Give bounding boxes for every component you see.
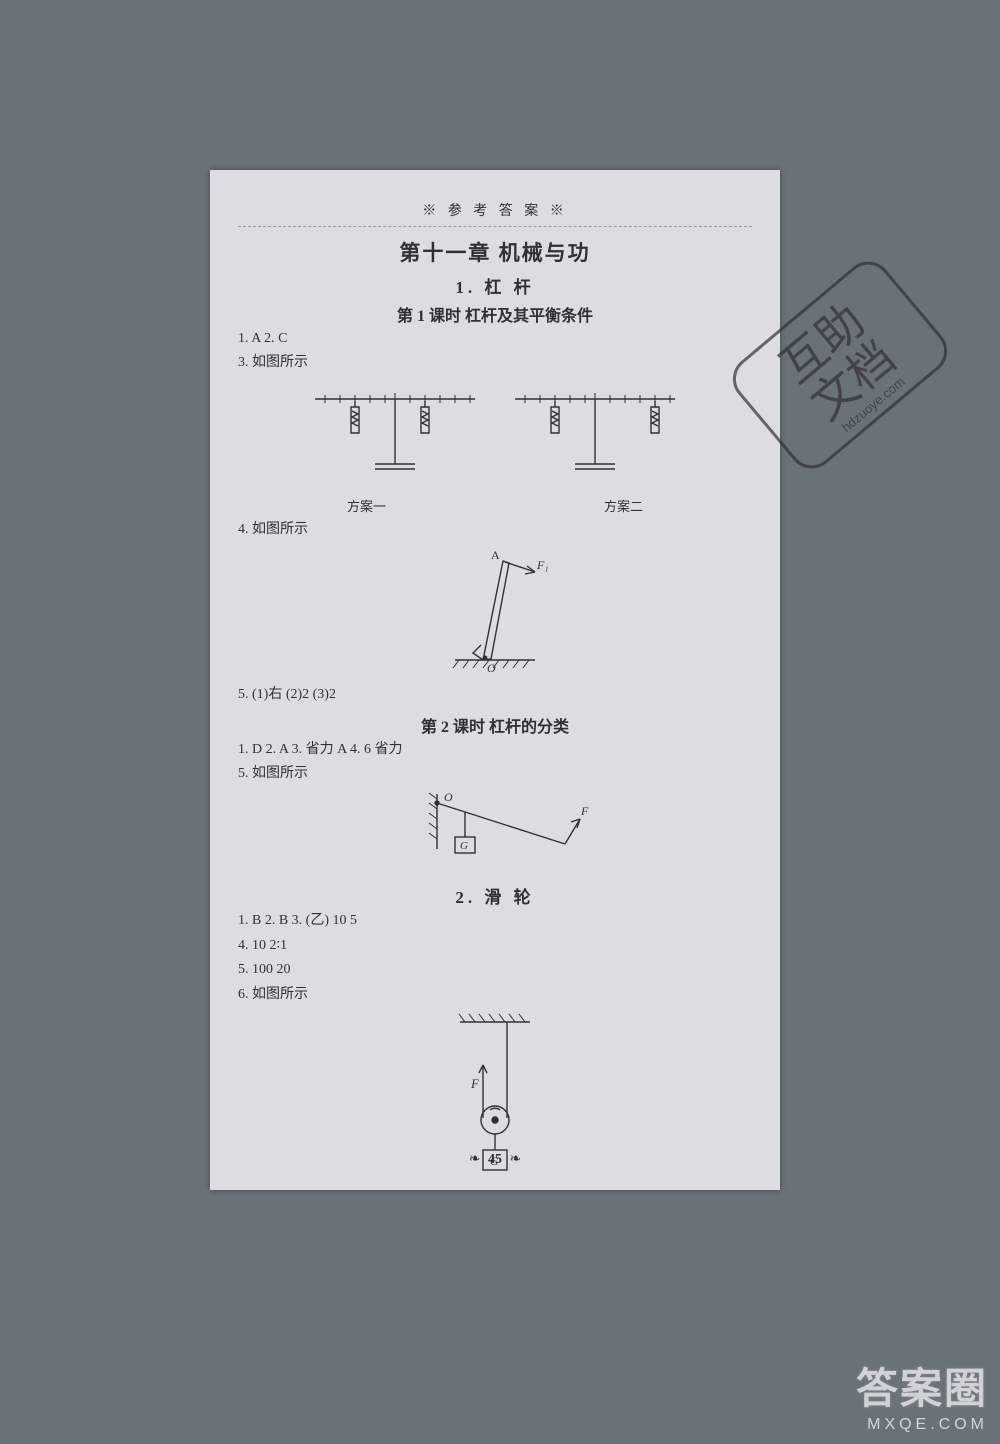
section2-line3: 5. 100 20 bbox=[238, 959, 752, 981]
footer-deco-right: ❧ bbox=[510, 1152, 522, 1167]
page-number: 45 bbox=[488, 1152, 502, 1167]
fig1-caption-left: 方案一 bbox=[347, 496, 386, 515]
lesson1-fig1: 方案一 方案二 bbox=[238, 379, 752, 515]
wall-lever-diagram: O F G bbox=[395, 789, 595, 874]
lever-balance-diagram bbox=[285, 379, 705, 489]
fig1-caption-right: 方案二 bbox=[604, 496, 643, 515]
l2fig-F: F bbox=[580, 804, 589, 818]
footer-deco-left: ❧ bbox=[469, 1152, 481, 1167]
fig2-label-A: A bbox=[491, 548, 500, 562]
fig2-label-O: O bbox=[487, 661, 496, 675]
scanned-page: ※ 参 考 答 案 ※ 第十一章 机械与功 1. 杠 杆 第 1 课时 杠杆及其… bbox=[210, 170, 780, 1190]
section2-line1: 1. B 2. B 3. (乙) 10 5 bbox=[238, 910, 752, 932]
chapter-title: 第十一章 机械与功 bbox=[238, 237, 752, 267]
lesson2-title: 第 2 课时 杠杆的分类 bbox=[238, 713, 752, 737]
section2-title: 2. 滑 轮 bbox=[238, 883, 752, 908]
wm-corner-small: MXQE.COM bbox=[856, 1416, 988, 1434]
lesson2-line1: 1. D 2. A 3. 省力 A 4. 6 省力 bbox=[238, 739, 752, 761]
section2-fig1: F G bbox=[238, 1010, 752, 1200]
page-footer: ❧ 45 ❧ bbox=[210, 1151, 780, 1168]
section1-title: 1. 杠 杆 bbox=[238, 273, 752, 298]
lesson2-line2: 5. 如图所示 bbox=[238, 763, 752, 785]
section2-line2: 4. 10 2∶1 bbox=[238, 935, 752, 957]
wm-line1: 互助 bbox=[771, 295, 874, 393]
lesson1-line1: 1. A 2. C bbox=[238, 328, 752, 350]
lesson2-fig1: O F G bbox=[238, 789, 752, 879]
header-divider bbox=[238, 226, 752, 227]
lesson1-line4: 5. (1)右 (2)2 (3)2 bbox=[238, 684, 752, 706]
fig2-label-F1: F₁ bbox=[536, 558, 549, 572]
lesson1-line2: 3. 如图所示 bbox=[238, 352, 752, 374]
pulley-F: F bbox=[470, 1076, 480, 1091]
running-header: ※ 参 考 答 案 ※ bbox=[238, 200, 752, 220]
lesson1-title: 第 1 课时 杠杆及其平衡条件 bbox=[238, 302, 752, 326]
watermark-corner: 答案圈 MXQE.COM bbox=[856, 1355, 988, 1434]
crowbar-diagram: A F₁ O bbox=[425, 545, 565, 675]
section2-line4: 6. 如图所示 bbox=[238, 984, 752, 1006]
lesson1-line3: 4. 如图所示 bbox=[238, 519, 752, 541]
lesson1-fig2: A F₁ O bbox=[238, 545, 752, 680]
l2fig-G: G bbox=[460, 840, 468, 852]
wm-corner-big: 答案圈 bbox=[856, 1355, 988, 1416]
wm-url: hdzuoye.com bbox=[839, 374, 908, 435]
wm-line2: 文档 bbox=[802, 332, 905, 430]
l2fig-O: O bbox=[444, 790, 453, 804]
